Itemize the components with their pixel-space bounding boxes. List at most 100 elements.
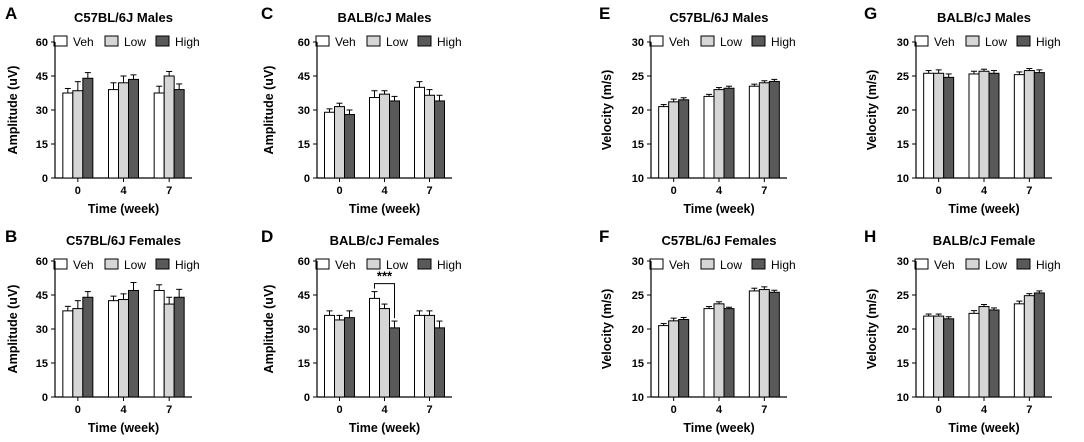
chart-title-e: C57BL/6J Males (670, 10, 769, 25)
x-axis-label-c: Time (week) (349, 202, 420, 216)
y-tick-label: 30 (298, 105, 310, 117)
bar-high-week-7 (434, 327, 445, 398)
panel-letter-d: D (261, 227, 273, 246)
bar-high-week-7 (434, 100, 445, 179)
bar-veh-week-7 (153, 289, 165, 398)
legend-label-high: High (175, 35, 200, 49)
legend-swatch-veh (315, 35, 330, 47)
x-tick-label: 4 (381, 404, 388, 416)
panel-letter-a: A (5, 4, 17, 23)
legend-swatch-high (417, 35, 432, 47)
x-tick-label: 7 (1026, 404, 1032, 416)
bar-veh-week-7 (414, 86, 425, 179)
legend-label-high: High (1036, 258, 1061, 272)
y-tick-label: 60 (298, 256, 310, 268)
y-tick-label: 30 (897, 37, 909, 49)
bar-high-week-4 (389, 327, 400, 398)
bar-low-week-7 (758, 82, 770, 179)
legend-label-high: High (771, 258, 796, 272)
y-tick-label: 10 (632, 392, 644, 404)
legend-swatch-low (366, 258, 381, 270)
x-tick-label: 4 (716, 404, 723, 416)
y-tick-label: 25 (897, 71, 909, 83)
legend-label-veh: Veh (669, 258, 690, 272)
y-tick-label: 45 (36, 71, 48, 83)
legend-label-low: Low (720, 258, 742, 272)
bar-low-week-4 (713, 89, 725, 179)
bar-low-week-4 (118, 82, 129, 179)
significance-bracket (374, 283, 395, 319)
x-tick-label: 4 (716, 185, 723, 197)
bar-veh-week-0 (62, 92, 74, 179)
y-tick-label: 15 (298, 139, 310, 151)
y-axis-label-b: Amplitude (uV) (6, 285, 20, 374)
bar-high-week-4 (723, 87, 735, 179)
bar-low-week-7 (163, 75, 175, 179)
y-tick-label: 30 (632, 256, 644, 268)
y-tick-label: 0 (42, 173, 48, 185)
chart-title-g: BALB/cJ Males (937, 10, 1031, 25)
bar-low-week-0 (668, 101, 680, 179)
bar-veh-week-4 (108, 89, 119, 179)
legend-label-veh: Veh (335, 258, 356, 272)
legend-swatch-high (751, 258, 766, 270)
bar-veh-week-4 (968, 312, 980, 398)
y-tick-label: 25 (632, 290, 644, 302)
x-tick-label: 0 (671, 404, 677, 416)
y-tick-label: 60 (36, 256, 48, 268)
y-tick-label: 20 (632, 105, 644, 117)
legend-label-high: High (175, 258, 200, 272)
bar-high-week-0 (82, 77, 94, 179)
x-tick-label: 7 (166, 185, 172, 197)
bar-high-week-7 (768, 80, 780, 179)
legend-swatch-low (104, 35, 119, 47)
y-axis-label-g: Velocity (m/s) (865, 70, 879, 151)
y-tick-label: 0 (42, 392, 48, 404)
x-tick-label: 7 (1026, 185, 1032, 197)
legend-swatch-low (700, 35, 715, 47)
bar-veh-week-4 (369, 297, 380, 398)
bar-veh-week-4 (968, 73, 980, 179)
legend-label-high: High (437, 258, 462, 272)
legend-label-low: Low (124, 258, 146, 272)
y-tick-label: 45 (298, 71, 310, 83)
x-tick-label: 0 (75, 404, 81, 416)
panel-letter-c: C (261, 4, 273, 23)
y-tick-label: 15 (897, 358, 909, 370)
bar-high-week-0 (943, 318, 955, 398)
legend-label-veh: Veh (934, 35, 955, 49)
legend-swatch-high (155, 258, 170, 270)
bar-low-week-0 (72, 308, 84, 398)
y-tick-label: 20 (632, 324, 644, 336)
bar-low-week-7 (163, 303, 175, 398)
x-axis-label-a: Time (week) (88, 202, 159, 216)
bar-low-week-4 (978, 306, 990, 398)
legend-label-low: Low (720, 35, 742, 49)
x-tick-label: 7 (761, 185, 767, 197)
legend-swatch-high (155, 35, 170, 47)
bar-high-week-7 (173, 89, 185, 179)
legend-swatch-veh (53, 35, 68, 47)
y-tick-label: 25 (632, 71, 644, 83)
bar-veh-week-0 (324, 314, 335, 398)
bar-low-week-0 (334, 106, 345, 179)
legend-label-veh: Veh (934, 258, 955, 272)
chart-title-d: BALB/cJ Females (330, 233, 440, 248)
y-axis-label-h: Velocity (m/s) (865, 289, 879, 370)
bar-veh-week-0 (658, 325, 670, 398)
bar-high-week-4 (723, 308, 735, 398)
bar-low-week-4 (978, 70, 990, 179)
bar-high-week-0 (943, 76, 955, 179)
bar-veh-week-7 (1013, 303, 1025, 398)
y-tick-label: 60 (298, 37, 310, 49)
bar-low-week-0 (334, 319, 345, 398)
bar-veh-week-0 (923, 315, 935, 398)
x-tick-label: 0 (336, 404, 342, 416)
bar-veh-week-7 (414, 314, 425, 398)
x-tick-label: 0 (75, 185, 81, 197)
legend-label-low: Low (124, 35, 146, 49)
x-tick-label: 0 (936, 185, 942, 197)
y-tick-label: 30 (36, 324, 48, 336)
bar-high-week-0 (344, 317, 355, 398)
chart-title-b: C57BL/6J Females (66, 233, 181, 248)
